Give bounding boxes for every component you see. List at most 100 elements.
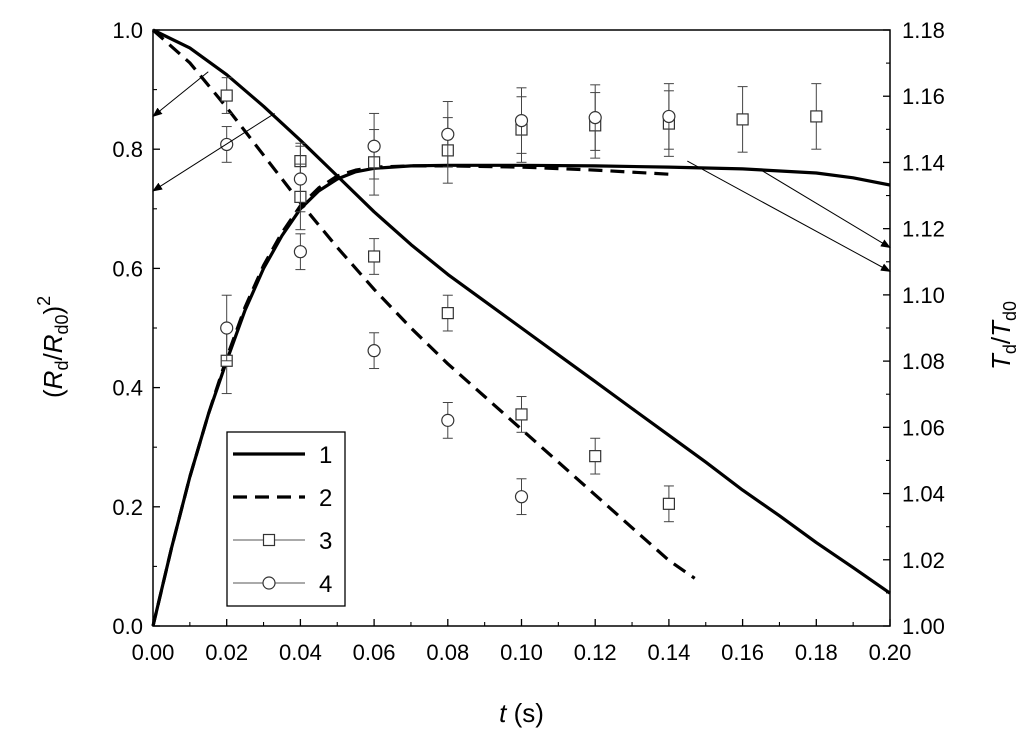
legend-entry-2: 2 (233, 485, 332, 512)
data-point-4-radius (293, 233, 307, 271)
title-part: R (38, 371, 68, 390)
title-part: d (1000, 344, 1020, 354)
title-part: 2 (34, 296, 54, 306)
y-right-tick-label: 1.18 (902, 18, 945, 43)
square-marker (736, 113, 749, 126)
data-point-4-temperature (293, 145, 307, 213)
data-point-4-temperature (588, 84, 602, 151)
axis-titles: t (s) (Rd​/Rd0​)2​ Td​/Td0​ (34, 296, 1020, 728)
data-point-4-temperature (441, 101, 455, 168)
x-axis-title: t (s) (499, 698, 544, 728)
y-right-tick-label: 1.06 (902, 415, 945, 440)
y-left-title-group: (Rd​/Rd0​)2​ (34, 296, 72, 398)
data-point-3-radius (220, 77, 233, 114)
data-point-4-temperature (220, 294, 234, 362)
title-part: T (986, 352, 1016, 370)
x-tick-label: 0.04 (279, 640, 322, 665)
curve-1-radius (152, 28, 891, 595)
title-part: T (986, 319, 1016, 337)
data-point-4-radius (514, 478, 529, 516)
y-left-tick-label: 0.8 (112, 137, 143, 162)
data-point-4-temperature (514, 87, 529, 154)
curve-2-temperature (151, 164, 669, 627)
circle-marker (441, 127, 455, 141)
x-tick-label: 0.00 (132, 640, 175, 665)
y-right-tick-label: 1.08 (902, 349, 945, 374)
x-tick-label: 0.12 (574, 640, 617, 665)
data-point-3-temperature (810, 83, 823, 150)
legend-square-marker (262, 533, 276, 547)
title-part: / (986, 336, 1016, 344)
y-left-axis-title: (Rd​/Rd0​)2​ (34, 296, 72, 398)
axis-arrow-left (152, 71, 209, 118)
data-point-3-radius (515, 396, 528, 433)
data-point-4-radius (441, 402, 455, 439)
square-marker (515, 408, 528, 421)
legend-entry-3: 3 (233, 528, 332, 555)
x-tick-label: 0.20 (869, 640, 912, 665)
y-right-tick-label: 1.14 (902, 150, 945, 175)
y-right-tick-label: 1.16 (902, 84, 945, 109)
x-tick-label: 0.08 (426, 640, 469, 665)
circle-marker (662, 109, 676, 124)
data-point-3-temperature (736, 86, 749, 153)
x-tick-label: 0.18 (795, 640, 838, 665)
circle-marker (514, 113, 529, 128)
data-point-3-radius (589, 437, 602, 475)
legend-label: 4 (319, 571, 332, 598)
y-right-tick-label: 1.00 (902, 614, 945, 639)
circle-marker (441, 413, 455, 427)
axis-arrow-right (760, 169, 891, 249)
data-point-3-radius (368, 238, 381, 275)
y-right-title-group: Td​/Td0​ (986, 301, 1020, 370)
x-tick-label: 0.02 (205, 640, 248, 665)
curve-2-radius (151, 28, 696, 580)
legend: 1 2 3 4 (226, 431, 346, 607)
legend-entry-1: 1 (233, 442, 332, 469)
legend-circle-marker (262, 576, 276, 590)
y-right-tick-label: 1.04 (902, 482, 945, 507)
x-tick-label: 0.16 (721, 640, 764, 665)
data-point-4-radius (367, 332, 381, 370)
legend-label: 3 (319, 528, 332, 555)
legend-label: 2 (319, 485, 332, 512)
x-tick-label: 0.06 (353, 640, 396, 665)
title-part: ( (38, 389, 68, 398)
legend-label: 1 (319, 442, 332, 469)
x-title-symbol: t (499, 698, 508, 728)
square-marker (220, 89, 233, 102)
circle-marker (367, 139, 381, 153)
title-part: ) (38, 306, 68, 315)
data-point-4-temperature (662, 83, 676, 150)
data-point-3-radius (441, 294, 454, 332)
circle-marker (220, 321, 234, 335)
y-left-tick-label: 0.2 (112, 495, 143, 520)
data-point-4-temperature (367, 112, 381, 180)
legend-entry-4: 4 (233, 571, 332, 598)
circle-marker (293, 245, 307, 259)
data-point-3-radius (662, 485, 676, 523)
ticks-layer: 0.00 0.02 0.04 0.06 0.08 0.10 0.12 0.14 0.16 0.18… (112, 18, 944, 665)
curves-layer (151, 28, 891, 627)
x-title-unit: (s) (506, 698, 544, 728)
y-left-tick-label: 1.0 (112, 18, 143, 43)
circle-marker (293, 172, 307, 186)
square-marker (589, 450, 602, 463)
square-marker (810, 110, 823, 123)
title-part: / (38, 353, 68, 361)
y-right-tick-label: 1.12 (902, 217, 945, 242)
title-part: d (52, 361, 72, 371)
circle-marker (367, 344, 381, 358)
title-part: d0 (1000, 301, 1020, 321)
axis-arrow-left (152, 113, 275, 192)
x-tick-label: 0.14 (647, 640, 690, 665)
circle-marker (514, 490, 529, 504)
square-marker (368, 250, 381, 263)
legend-box (226, 431, 346, 607)
x-tick-label: 0.10 (500, 640, 543, 665)
y-right-axis-title: Td​/Td0​ (986, 301, 1020, 370)
y-right-tick-label: 1.10 (902, 283, 945, 308)
square-marker (441, 307, 454, 320)
axis-arrow-right (687, 160, 891, 272)
